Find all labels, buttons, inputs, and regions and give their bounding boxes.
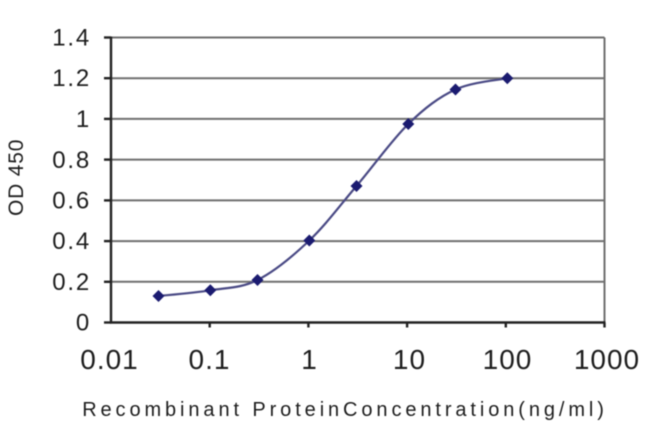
svg-text:10: 10	[393, 344, 426, 375]
svg-text:0.4: 0.4	[52, 228, 91, 255]
svg-text:0.2: 0.2	[52, 269, 91, 296]
svg-text:0.6: 0.6	[52, 188, 91, 215]
svg-text:1000: 1000	[574, 344, 640, 375]
svg-text:0.1: 0.1	[189, 344, 231, 375]
svg-text:0: 0	[76, 310, 91, 337]
svg-text:OD 450: OD 450	[5, 139, 28, 216]
svg-text:0.01: 0.01	[80, 344, 139, 375]
svg-text:1: 1	[76, 106, 91, 133]
svg-text:Recombinant ProteinConcentrati: Recombinant ProteinConcentration(ng/ml)	[82, 399, 608, 421]
svg-text:1.2: 1.2	[52, 65, 91, 92]
svg-text:0.8: 0.8	[52, 147, 91, 174]
svg-text:100: 100	[483, 344, 533, 375]
svg-text:1: 1	[301, 344, 318, 375]
svg-text:1.4: 1.4	[52, 25, 91, 52]
